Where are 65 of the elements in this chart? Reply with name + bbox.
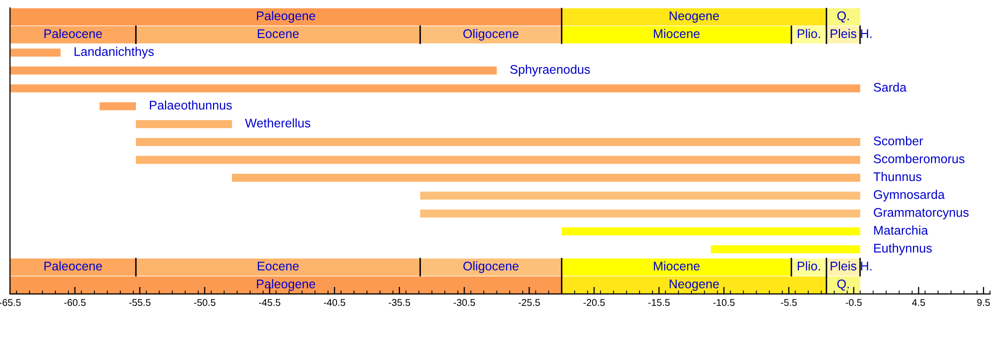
y-tick-label: Gymnosarda [874,190,945,202]
series-label: Paleocene [44,28,102,38]
text: Pleis [830,261,856,270]
bar [10,276,562,294]
x-tick-label: -30.5 [454,299,475,306]
text: Eocene [258,262,299,270]
text: Oligocene [463,261,519,273]
text: Plio. [798,261,820,270]
series-label: Plio. [798,28,820,38]
x-tick-label: -50.5 [194,299,216,306]
x-tick-label: -15.5 [648,299,670,306]
x-tick-label: -5.5 [780,299,797,306]
bar [562,258,792,276]
x-tick-label: -45.5 [258,299,280,306]
x-tick-label: -10.5 [713,299,735,306]
bar [10,48,61,57]
bar [10,84,860,92]
series-label: Neogene [670,280,719,291]
x-tick-label: 9.5 [977,299,990,306]
text: Miocene [654,261,700,270]
series-label: H. [861,29,872,38]
series-label: Eocene [258,29,299,38]
bar [562,8,826,26]
x-tick-label: -40.5 [324,299,346,306]
bar [10,258,136,276]
y-tick-label: Landanichthys [74,46,154,58]
bar [826,276,860,294]
bar [10,26,136,44]
y-tick-label: Euthynnus [874,243,932,256]
series-label: Paleogene [256,11,316,23]
text: Paleogene [256,279,316,291]
y-tick-label: Sarda [874,82,907,92]
x-tick-label: -35.5 [388,299,410,306]
y-tick-label: Sphyraenodus [510,64,590,76]
text: Neogene [670,12,719,23]
text: Q. [837,11,849,22]
text: Paleocene [44,261,102,270]
x-tick-label: -25.5 [518,299,540,306]
y-tick-label: Scomberomorus [874,154,964,164]
bar [826,8,860,26]
x-tick-label: -60.5 [64,299,86,306]
series-label: Pleis [830,28,856,38]
bar [562,26,792,44]
bar [420,258,562,276]
bar [10,66,497,75]
x-tick-label: -55.5 [129,299,150,306]
series-label: Oligocene [463,28,519,41]
y-tick-label: Wetherellus [244,118,310,128]
y-tick-label: Matarchia [874,226,928,235]
text: H. [861,262,872,270]
bar [100,102,136,110]
bar [420,26,562,44]
bar [136,26,420,44]
x-tick-label: -20.5 [583,299,605,306]
series-label: Miocene [654,28,700,38]
bar [136,258,420,276]
series-label: Q. [837,280,849,291]
y-tick-label: Scomber [874,136,923,146]
x-tick-label: -0.5 [846,299,862,306]
bar [562,276,826,294]
bar [10,8,562,26]
y-tick-label: Grammatorcynus [874,208,969,220]
y-tick-label: Palaeothunnus [150,100,232,110]
x-tick-label: 4.5 [912,299,925,306]
y-tick-label: Thunnus [873,172,922,182]
